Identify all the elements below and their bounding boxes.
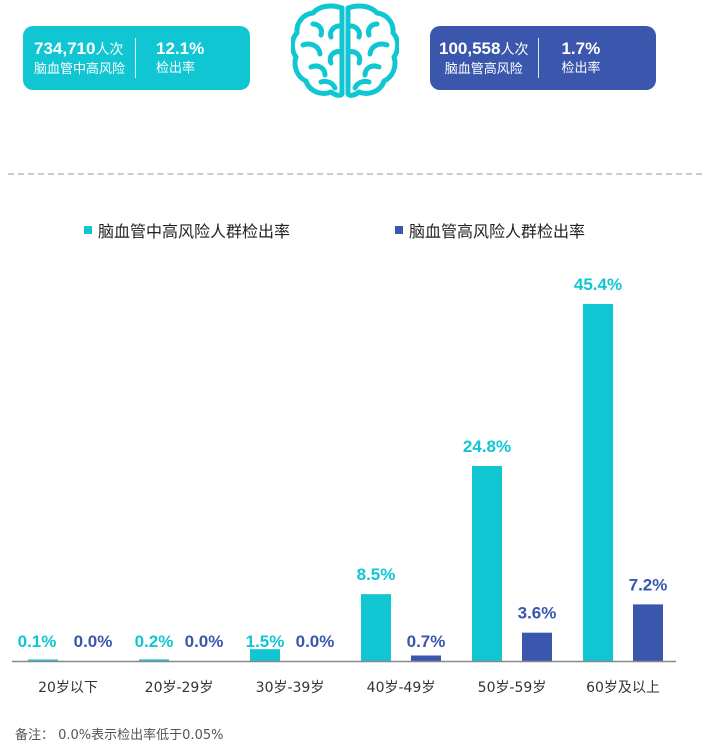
- data-label: 0.2%: [135, 632, 174, 651]
- data-label: 3.6%: [518, 604, 557, 623]
- bar-mid-high-risk: [583, 304, 613, 661]
- stat-count-unit: 人次: [500, 41, 529, 58]
- stat-count-unit: 人次: [95, 41, 124, 58]
- data-label: 1.5%: [246, 632, 285, 651]
- stat-rate-block: 12.1% 检出率: [156, 38, 204, 78]
- stat-rate-label: 检出率: [156, 61, 196, 76]
- stat-card-high-risk: 100,558人次 脑血管高风险 1.7% 检出率: [430, 26, 656, 90]
- data-label: 0.0%: [296, 632, 335, 651]
- legend-label: 脑血管中高风险人群检出率: [98, 222, 291, 241]
- stat-divider: [538, 38, 540, 78]
- data-label: 7.2%: [629, 575, 668, 594]
- stat-count: 734,710: [34, 38, 96, 58]
- stat-count: 100,558: [439, 38, 501, 58]
- x-tick-label: 30岁-39岁: [256, 680, 325, 696]
- x-tick-label: 40岁-49岁: [367, 680, 436, 696]
- x-tick-label: 60岁及以上: [586, 680, 660, 696]
- x-tick-label: 50岁-59岁: [478, 680, 547, 696]
- legend-label: 脑血管高风险人群检出率: [409, 222, 586, 241]
- stat-divider: [135, 38, 137, 78]
- data-label: 0.1%: [18, 632, 57, 651]
- legend-swatch: [395, 226, 403, 234]
- stat-rate-block: 1.7% 检出率: [561, 38, 600, 78]
- legend-item-high: 脑血管高风险人群检出率: [395, 218, 585, 242]
- bar-high-risk: [411, 655, 441, 661]
- stat-group-label: 脑血管高风险: [444, 61, 523, 77]
- data-label: 24.8%: [463, 437, 511, 456]
- brain-icon: [291, 3, 399, 98]
- bar-mid-high-risk: [361, 594, 391, 661]
- data-label: 0.0%: [185, 632, 224, 651]
- data-label: 45.4%: [574, 275, 622, 294]
- data-label: 0.0%: [74, 632, 113, 651]
- x-tick-label: 20岁-29岁: [145, 680, 214, 696]
- bar-high-risk: [633, 604, 663, 661]
- section-divider: [8, 173, 702, 175]
- legend-item-mid-high: 脑血管中高风险人群检出率: [84, 218, 290, 242]
- stat-card-mid-high-risk: 734,710人次 脑血管中高风险 12.1% 检出率: [23, 26, 250, 90]
- bar-mid-high-risk: [28, 659, 58, 661]
- bar-mid-high-risk: [472, 465, 502, 661]
- stat-rate: 1.7%: [561, 39, 601, 58]
- stat-group-label: 脑血管中高风险: [34, 61, 126, 77]
- stat-rate: 12.1%: [156, 39, 205, 58]
- footnote: 备注： 0.0%表示检出率低于0.05%: [15, 728, 224, 743]
- bar-mid-high-risk: [139, 659, 169, 661]
- data-label: 8.5%: [357, 565, 396, 584]
- data-label: 0.7%: [407, 632, 446, 651]
- bar-high-risk: [522, 632, 552, 661]
- stat-count-block: 734,710人次 脑血管中高风险: [34, 38, 125, 79]
- stat-count-block: 100,558人次 脑血管高风险: [439, 38, 528, 79]
- legend-swatch: [84, 226, 92, 234]
- x-tick-label: 20岁以下: [38, 680, 98, 696]
- bar-mid-high-risk: [250, 649, 280, 661]
- stat-rate-label: 检出率: [561, 61, 601, 76]
